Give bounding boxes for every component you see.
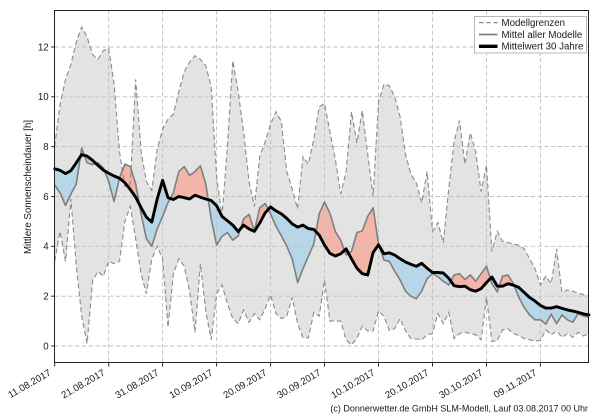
svg-text:0: 0 [43, 341, 49, 352]
svg-text:Modellgrenzen: Modellgrenzen [502, 18, 566, 29]
svg-text:4: 4 [43, 242, 49, 253]
svg-text:8: 8 [43, 142, 48, 153]
svg-text:Mittelwert 30 Jahre: Mittelwert 30 Jahre [502, 42, 584, 53]
svg-text:Mittlere Sonnenscheindauer [h]: Mittlere Sonnenscheindauer [h] [23, 120, 34, 254]
svg-text:(c) Donnerwetter.de GmbH SLM-M: (c) Donnerwetter.de GmbH SLM-Modell, Lau… [330, 404, 588, 414]
svg-text:2: 2 [43, 292, 48, 303]
svg-text:12: 12 [38, 42, 49, 53]
svg-text:6: 6 [43, 192, 48, 203]
svg-text:Mittel aller Modelle: Mittel aller Modelle [502, 30, 583, 41]
svg-text:10: 10 [38, 92, 49, 103]
